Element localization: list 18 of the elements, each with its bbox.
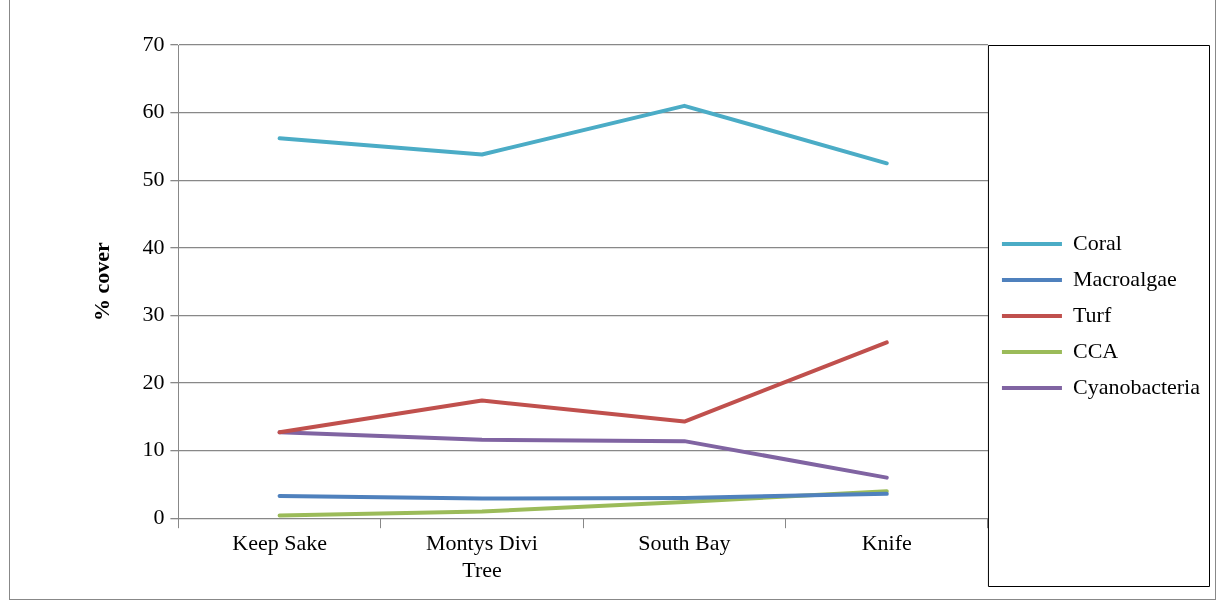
legend-label: Cyanobacteria: [1072, 373, 1201, 399]
x-tick-label: South Bay: [638, 530, 731, 556]
legend-label: CCA: [1072, 337, 1119, 363]
y-tick-label: 40: [142, 233, 165, 259]
y-tick-label: 50: [142, 165, 165, 191]
x-tick-label: Keep Sake: [232, 530, 327, 556]
y-tick-label: 20: [142, 368, 165, 394]
legend-label: Turf: [1072, 301, 1112, 327]
y-tick-label: 60: [142, 98, 165, 124]
y-axis-title: % cover: [88, 241, 114, 321]
y-tick-label: 10: [142, 436, 165, 462]
y-tick-label: 30: [142, 301, 165, 327]
legend-label: Macroalgae: [1072, 265, 1177, 291]
legend-label: Coral: [1072, 229, 1122, 255]
x-tick-label: Montys Divi Tree: [426, 530, 538, 582]
y-tick-label: 0: [153, 503, 165, 529]
y-tick-label: 70: [142, 30, 165, 56]
x-tick-label: Knife: [861, 530, 912, 556]
